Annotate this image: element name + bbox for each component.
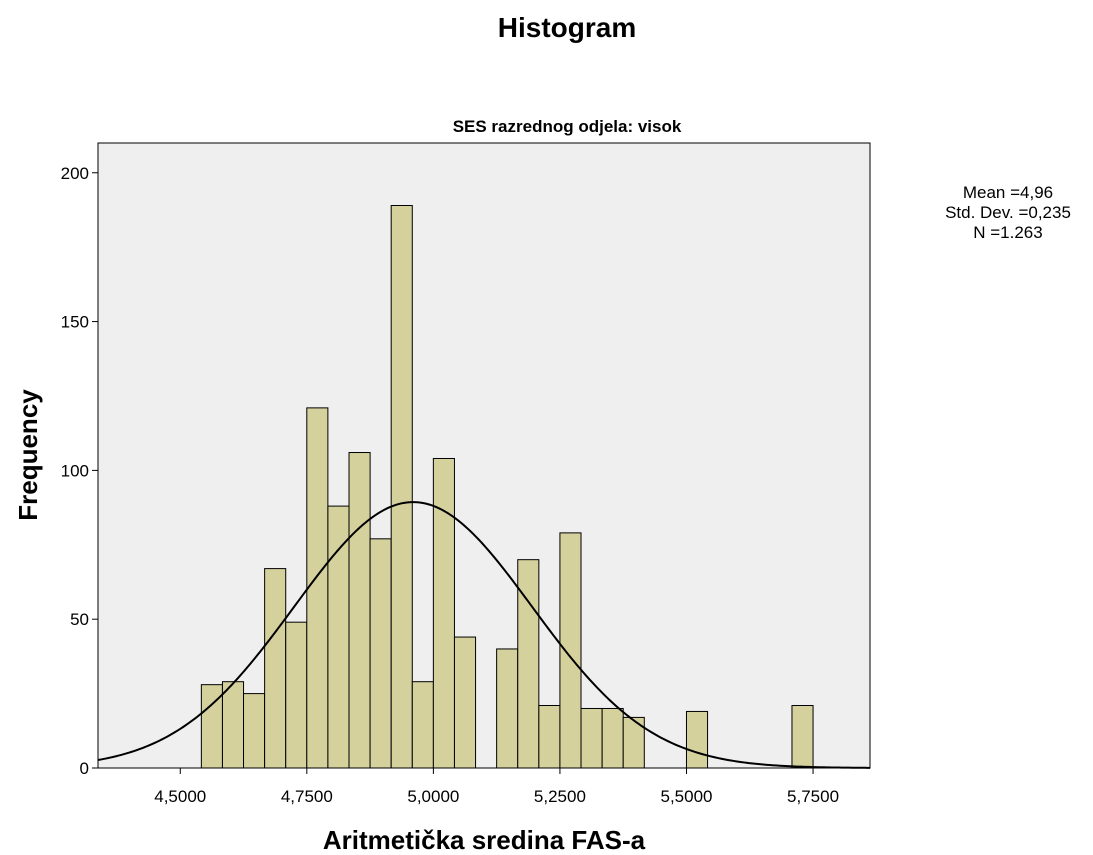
x-tick-label: 5,5000 [660,787,712,806]
histogram-bar [221,681,245,769]
histogram-bar [791,705,814,769]
histogram-bar [369,538,392,769]
histogram-bar [390,205,413,769]
y-tick-label: 0 [80,759,89,778]
histogram-bar [306,407,329,769]
y-tick-label: 200 [61,164,89,183]
histogram-bar [685,710,709,769]
x-tick-label: 4,7500 [281,787,333,806]
x-tick-label: 4,5000 [154,787,206,806]
x-axis-ticks: 4,5000 4,7500 5,0000 5,2500 5,5000 5,7500 [154,768,839,806]
histogram-bar [538,705,561,769]
histogram-bar [496,648,519,769]
chart-subtitle: SES razrednog odjela: visok [453,117,682,136]
y-axis-ticks: 0 50 100 150 200 [61,164,98,778]
stats-n: N =1.263 [973,223,1042,242]
y-tick-label: 50 [70,610,89,629]
histogram-bars [200,205,814,769]
histogram-bar [264,568,287,769]
histogram-bar [348,452,371,769]
histogram-bar [432,457,455,769]
histogram-bar [453,636,477,769]
y-tick-label: 150 [61,313,89,332]
y-axis-title: Frequency [13,389,43,521]
x-axis-title: Aritmetička sredina FAS-a [323,825,646,855]
normal-curve [97,501,871,769]
y-tick-label: 100 [61,461,89,480]
x-tick-label: 5,2500 [534,787,586,806]
histogram-bar [285,621,308,769]
plot-area [97,142,871,769]
stats-mean: Mean =4,96 [963,183,1053,202]
histogram-bar [243,693,266,769]
histogram-bar [327,505,350,769]
chart-title: Histogram [498,12,636,43]
histogram-bar [601,707,624,769]
histogram-bar [411,681,434,769]
x-tick-label: 5,0000 [407,787,459,806]
histogram-bar [580,707,603,769]
stats-box: Mean =4,96 Std. Dev. =0,235 N =1.263 [945,183,1071,242]
histogram-bar [559,532,582,769]
x-tick-label: 5,7500 [787,787,839,806]
stats-std-dev: Std. Dev. =0,235 [945,203,1071,222]
